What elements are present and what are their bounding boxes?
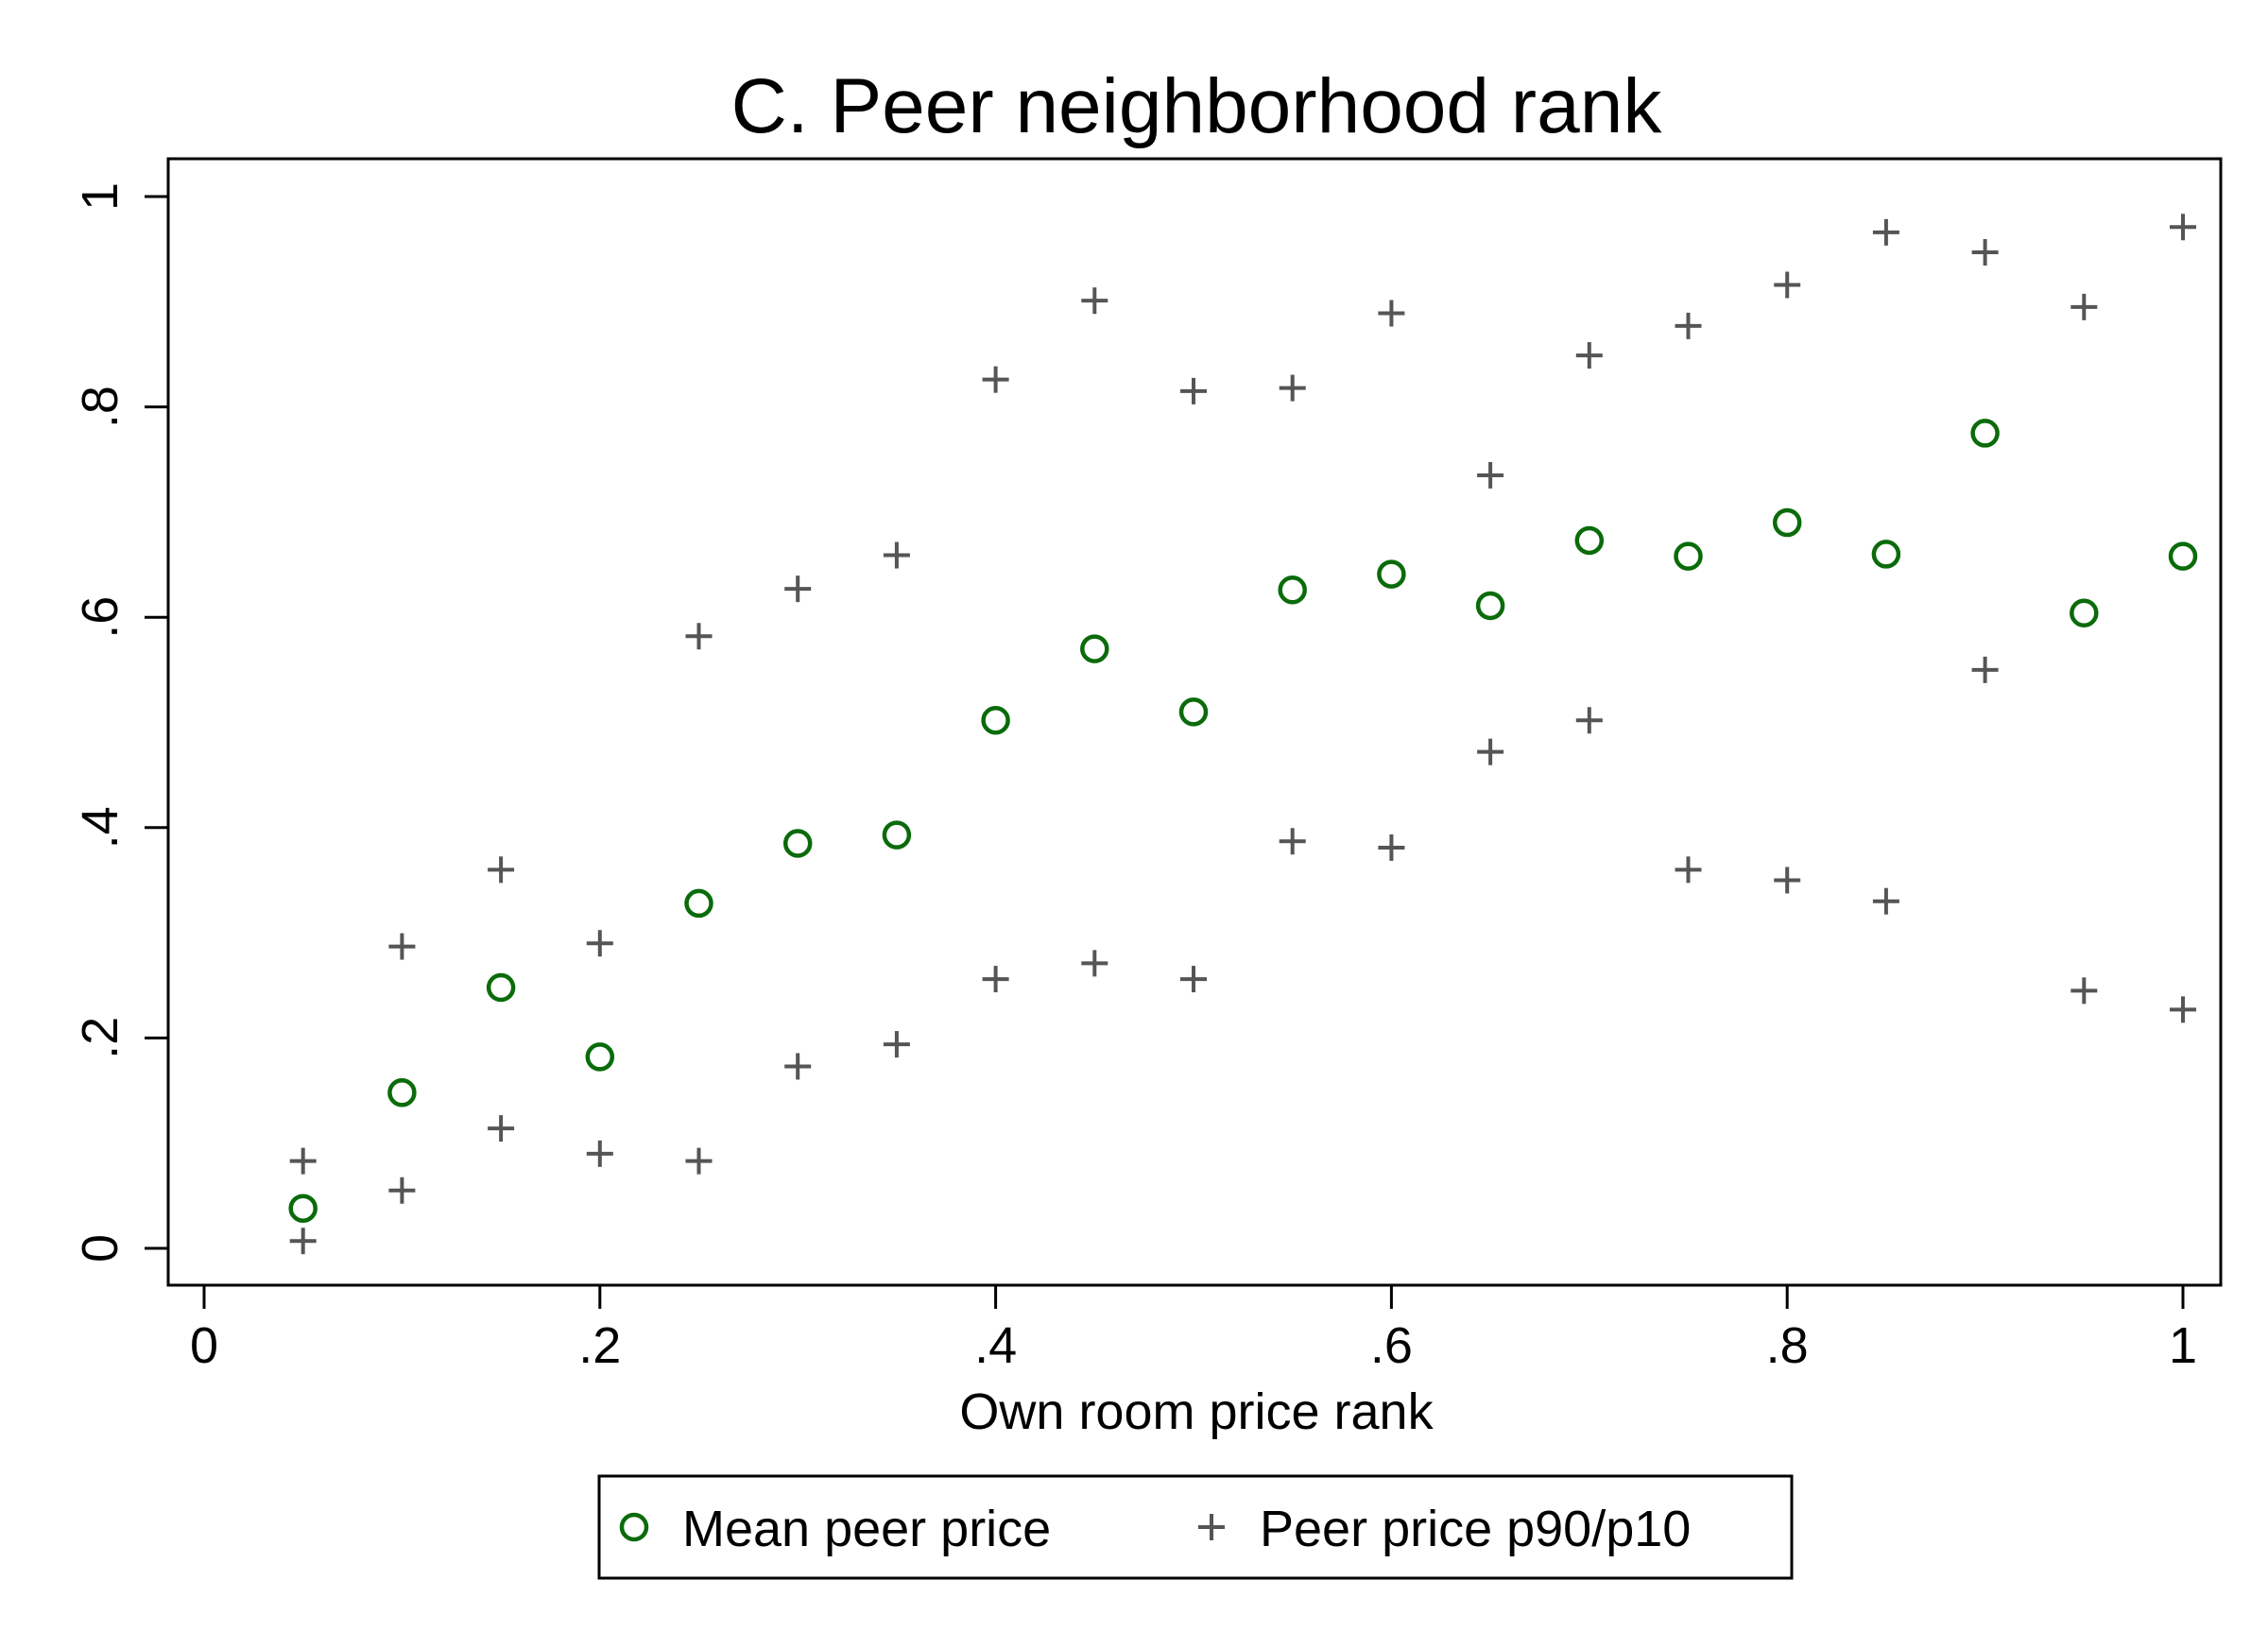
peer-price-p90-p10-point: [2070, 293, 2098, 320]
peer-price-p90-p10-point: [289, 1228, 317, 1255]
mean-peer-price-point: [1080, 634, 1109, 663]
x-axis: 0 .2 .4 .6 .8 1: [190, 1285, 2197, 1374]
x-axis-label: Own room price rank: [959, 1383, 1434, 1440]
peer-price-p90-p10-point: [586, 1140, 613, 1167]
peer-price-p90-p10-point: [1378, 300, 1405, 327]
x-tick-label: 0: [190, 1317, 218, 1374]
peer-price-p90-p10-point: [1477, 461, 1504, 489]
peer-price-p90-p10-point: [1575, 707, 1603, 734]
legend-plus-marker: [1198, 1514, 1225, 1540]
peer-price-p90-p10-point: [1872, 218, 1899, 246]
peer-price-p90-p10-point: [2070, 977, 2098, 1005]
y-tick-label: .8: [72, 386, 129, 428]
y-tick-label: .4: [72, 806, 129, 849]
y-tick-label: 1: [72, 182, 129, 211]
mean-peer-price-point: [387, 1078, 417, 1108]
legend-circle-marker: [619, 1512, 649, 1542]
mean-peer-price-point: [2168, 541, 2198, 571]
y-tick-label: 0: [72, 1234, 129, 1263]
x-tick-label: .6: [1370, 1317, 1413, 1374]
peer-price-p90-p10-point: [1180, 966, 1207, 993]
y-tick-label: .2: [72, 1017, 129, 1059]
mean-peer-price-point: [684, 888, 713, 919]
legend-frame: [597, 1474, 1794, 1580]
peer-price-p90-p10-point: [1675, 856, 1702, 884]
legend-label-mean-peer-price: Mean peer price: [682, 1501, 1051, 1557]
peer-price-p90-p10-point: [2170, 214, 2196, 241]
peer-price-p90-p10-point: [1081, 950, 1108, 977]
peer-price-p90-p10-point: [1575, 342, 1603, 369]
mean-peer-price-point: [1178, 697, 1209, 727]
mean-peer-price-point: [882, 820, 912, 850]
peer-price-p90-p10-point: [1081, 287, 1108, 315]
mean-peer-price-point: [1475, 591, 1505, 621]
mean-peer-price-point: [288, 1194, 318, 1223]
mean-peer-price-point: [1278, 575, 1307, 605]
peer-price-p90-p10-point: [1477, 738, 1504, 765]
peer-price-p90-p10-point: [982, 366, 1009, 393]
peer-price-p90-p10-point: [1774, 271, 1801, 299]
mean-peer-price-point: [585, 1042, 615, 1072]
data-points: [288, 214, 2198, 1255]
peer-price-p90-p10-point: [982, 966, 1009, 993]
peer-price-p90-p10-point: [388, 933, 416, 960]
peer-price-p90-p10-point: [784, 1053, 812, 1080]
legend-label-peer-price-p90-p10: Peer price p90/p10: [1260, 1501, 1691, 1557]
peer-price-p90-p10-point: [1279, 828, 1306, 855]
peer-price-p90-p10-point: [488, 856, 515, 884]
peer-price-p90-p10-point: [1872, 887, 1899, 915]
mean-peer-price-point: [486, 972, 516, 1003]
peer-price-p90-p10-point: [1774, 867, 1801, 894]
x-tick-label: .4: [974, 1317, 1017, 1374]
x-tick-label: .2: [578, 1317, 621, 1374]
chart-title: C. Peer neighborhood rank: [731, 63, 1663, 149]
mean-peer-price-point: [1871, 540, 1901, 569]
mean-peer-price-point: [981, 706, 1010, 735]
peer-price-p90-p10-point: [883, 1031, 910, 1058]
mean-peer-price-point: [1574, 525, 1605, 556]
peer-price-p90-p10-point: [1675, 312, 1702, 339]
mean-peer-price-point: [1377, 559, 1406, 589]
peer-price-p90-p10-point: [1180, 377, 1207, 404]
peer-price-p90-p10-point: [1971, 656, 1999, 683]
mean-peer-price-point: [2070, 598, 2099, 627]
peer-price-p90-p10-point: [1378, 833, 1405, 861]
x-tick-label: .8: [1766, 1317, 1809, 1374]
mean-peer-price-point: [782, 829, 813, 858]
peer-price-p90-p10-point: [685, 623, 713, 650]
mean-peer-price-point: [1674, 541, 1703, 571]
peer-price-p90-p10-point: [488, 1115, 515, 1142]
x-tick-label: 1: [2169, 1317, 2197, 1374]
y-axis: 0 .2 .4 .6 .8 1: [72, 182, 168, 1263]
peer-price-p90-p10-point: [289, 1147, 317, 1175]
peer-price-p90-p10-point: [883, 541, 910, 569]
peer-price-p90-p10-point: [784, 575, 812, 603]
peer-price-p90-p10-point: [1279, 374, 1306, 402]
mean-peer-price-point: [1970, 419, 2000, 448]
peer-price-p90-p10-point: [685, 1147, 713, 1175]
y-tick-label: .6: [72, 596, 129, 639]
mean-peer-price-point: [1772, 507, 1802, 538]
plot-area-frame: [166, 157, 2223, 1287]
peer-price-p90-p10-point: [586, 930, 613, 957]
peer-price-p90-p10-point: [388, 1177, 416, 1204]
legend: Mean peer price Peer price p90/p10: [597, 1474, 1794, 1580]
peer-price-p90-p10-point: [1971, 238, 1999, 266]
peer-price-p90-p10-point: [2170, 996, 2196, 1023]
